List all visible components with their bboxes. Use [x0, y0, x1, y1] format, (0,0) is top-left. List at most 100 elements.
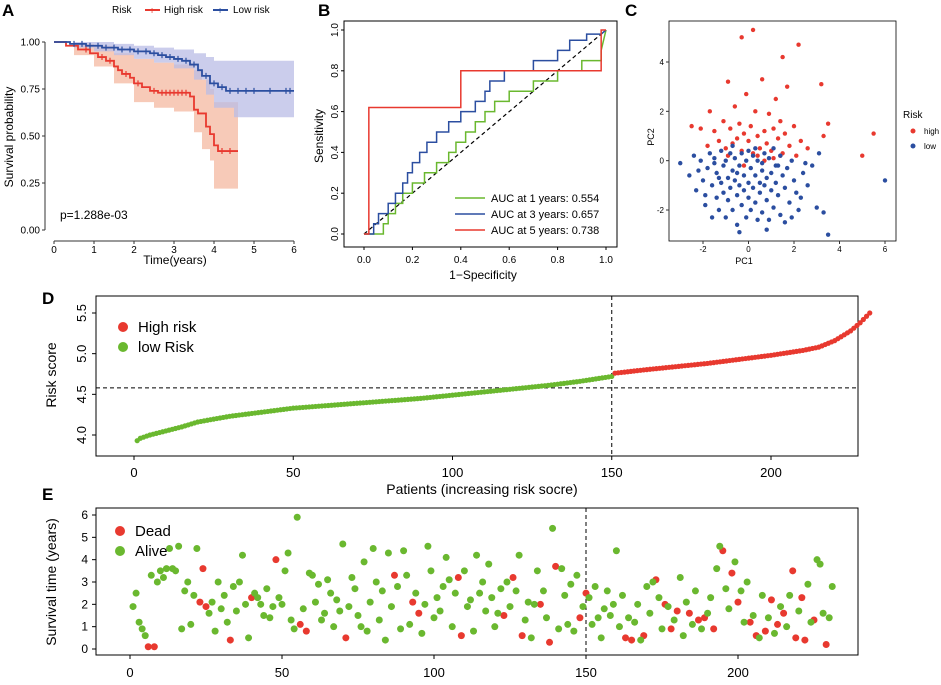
censor-mark-high	[123, 70, 129, 77]
x-tick-label-e: 200	[727, 665, 749, 680]
pca-point-low	[741, 188, 747, 193]
x-tick-label-b: 0.8	[551, 255, 565, 266]
survival-point-alive	[564, 620, 572, 628]
survival-point-alive	[664, 603, 672, 611]
pca-point-low	[705, 165, 710, 171]
survival-point-alive	[561, 591, 569, 599]
pca-point-low	[739, 202, 744, 208]
pca-point-low	[771, 205, 776, 210]
survival-point-alive	[795, 607, 803, 615]
y-axis-title-d: Risk score	[43, 342, 59, 408]
x-tick-label-e: 100	[423, 665, 445, 680]
censor-mark-low	[127, 46, 133, 53]
pca-point-low	[882, 178, 888, 183]
survival-point-dead	[767, 596, 775, 604]
y-tick-label-b: 0.6	[330, 104, 341, 118]
pca-point-low	[725, 175, 731, 181]
pca-point-low	[746, 148, 751, 153]
pca-point-low	[803, 160, 808, 166]
survival-point-alive	[588, 620, 596, 628]
survival-point-alive	[716, 542, 724, 550]
survival-point-alive	[387, 603, 395, 611]
censor-mark-low	[95, 42, 101, 49]
survival-point-alive	[193, 545, 201, 552]
survival-point-alive	[646, 609, 654, 617]
risk-point	[860, 316, 866, 323]
pca-point-low	[782, 220, 788, 225]
pca-point-low	[784, 165, 790, 171]
pca-point-high	[780, 54, 785, 60]
pca-point-high	[732, 104, 738, 109]
plot-area-a: 0.00 0.25 0.50 0.75 1.00 0 1 2 3 4 5 6	[21, 38, 298, 257]
pca-point-low	[789, 215, 794, 220]
y-tick-label-b: 1.0	[330, 23, 341, 37]
pca-point-high	[753, 109, 758, 114]
survival-point-alive	[512, 587, 520, 595]
survival-point-alive	[476, 589, 484, 597]
roc-curve-2	[364, 29, 606, 235]
survival-point-alive	[460, 567, 468, 575]
pca-point-low	[755, 217, 760, 223]
legend-label-low-risk: Low risk	[233, 5, 271, 16]
pca-point-low	[800, 170, 806, 176]
survival-point-alive	[220, 591, 228, 599]
pca-point-low	[703, 202, 708, 208]
pca-point-low	[687, 173, 692, 178]
survival-point-dead	[576, 614, 584, 622]
censor-mark-low	[151, 50, 157, 57]
pca-point-low	[778, 212, 783, 218]
legend-label-alive: Alive	[135, 543, 168, 560]
survival-point-alive	[494, 609, 502, 617]
legend-high-risk-a: + High risk	[145, 5, 204, 17]
survival-point-alive	[406, 620, 414, 628]
censor-mark-high	[151, 87, 157, 94]
pca-point-low	[698, 158, 703, 163]
survival-point-alive	[649, 578, 657, 586]
censor-mark-low	[119, 46, 125, 53]
legend-label-dead: Dead	[135, 523, 171, 540]
pca-point-high	[725, 79, 731, 84]
survival-point-alive	[825, 614, 833, 622]
survival-point-alive	[707, 594, 715, 602]
survival-point-alive	[816, 560, 824, 568]
y-tick-label-c: 4	[660, 58, 665, 67]
legend-label-high: high	[924, 127, 939, 136]
x-tick-label-b: 0.0	[357, 255, 371, 266]
pca-point-high	[741, 163, 747, 168]
risk-point	[857, 320, 863, 326]
pca-point-low	[753, 146, 758, 151]
pca-point-high	[734, 136, 740, 141]
survival-point-alive	[682, 598, 690, 606]
censor-mark-high	[99, 54, 105, 61]
pca-point-low	[796, 207, 801, 213]
survival-point-alive	[615, 623, 623, 631]
x-tick-label-c: 2	[792, 245, 797, 254]
survival-point-alive	[311, 598, 319, 606]
legend-title-c: Risk	[903, 110, 923, 121]
pca-point-high	[712, 128, 717, 134]
roc-curve-0	[364, 29, 607, 235]
survival-point-alive	[266, 614, 274, 622]
survival-point-alive	[400, 547, 408, 555]
pca-point-low	[696, 168, 701, 173]
legend-dot-dead	[115, 526, 125, 536]
survival-point-dead	[518, 632, 526, 640]
pca-point-high	[748, 123, 753, 129]
survival-point-alive	[257, 600, 265, 608]
pca-point-low	[748, 165, 753, 171]
survival-point-alive	[384, 549, 392, 557]
pca-point-low	[678, 160, 683, 166]
censor-mark-low	[227, 87, 233, 94]
censor-mark-low	[87, 42, 93, 49]
y-tick-label-d: 4.0	[74, 426, 89, 444]
survival-point-alive	[530, 600, 538, 608]
survival-point-alive	[138, 625, 146, 633]
pca-point-high	[794, 153, 799, 158]
survival-point-alive	[570, 627, 578, 635]
pca-point-low	[707, 151, 713, 156]
survival-point-alive	[348, 574, 356, 582]
pca-point-high	[698, 126, 703, 131]
pca-point-high	[764, 141, 769, 146]
y-tick-label-b: 0.0	[330, 227, 341, 241]
